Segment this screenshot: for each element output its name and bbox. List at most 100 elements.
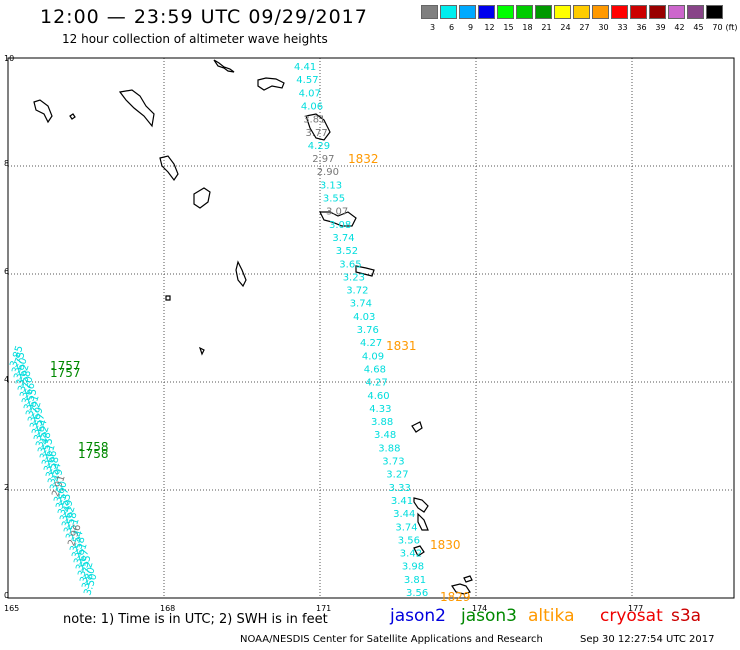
legend-swatch (668, 5, 685, 19)
island-outline (305, 113, 331, 141)
x-tick-label: 177 (628, 604, 643, 613)
legend-label: 24 (560, 23, 571, 32)
swh-label: 3.41 (391, 496, 413, 507)
satellite-altika: altika (528, 606, 575, 626)
x-tick-label: 168 (160, 604, 175, 613)
swh-label: 4.33 (369, 404, 391, 415)
island-outline (235, 260, 247, 288)
legend-swatch (649, 5, 666, 19)
swh-label: 4.68 (364, 364, 386, 375)
legend-label: 70 (712, 23, 723, 32)
island-outline (451, 583, 471, 595)
island-outline (69, 113, 76, 120)
swh-label: 4.27 (360, 338, 382, 349)
island-outline (413, 497, 429, 513)
swh-label: 4.57 (296, 75, 318, 86)
legend-swatch (478, 5, 495, 19)
y-tick-label: 4 (4, 375, 9, 384)
x-tick-label: 174 (472, 604, 487, 613)
legend-label: 30 (598, 23, 609, 32)
legend-swatch (687, 5, 704, 19)
swh-label: 3.76 (357, 325, 379, 336)
y-tick-label: 8 (4, 159, 9, 168)
map-subtitle: 12 hour collection of altimeter wave hei… (62, 32, 328, 46)
satellite-jason2: jason2 (390, 606, 446, 626)
jason2-track-west: 3.853.753.603.623.583.703.663.553.613.72… (8, 344, 99, 597)
swh-label: 4.07 (299, 88, 321, 99)
axis-ticks: 165 168 171 174 177 0 2 4 6 8 10 (4, 54, 643, 613)
island-outline (159, 155, 179, 182)
swh-label: 3.13 (320, 180, 342, 191)
swh-label: 3.44 (393, 509, 415, 520)
swh-label: 3.23 (343, 272, 365, 283)
legend-label: 45 (693, 23, 704, 32)
footnote: note: 1) Time is in UTC; 2) SWH is in fe… (63, 612, 328, 627)
swh-label: 3.27 (386, 470, 408, 481)
legend-swatch (516, 5, 533, 19)
legend-swatch (592, 5, 609, 19)
swh-label: 3.55 (323, 194, 345, 205)
swh-label: 3.77 (306, 128, 328, 139)
swh-label: 3.72 (346, 286, 368, 297)
swh-label: 3.74 (332, 233, 354, 244)
swh-label: 4.06 (301, 101, 323, 112)
time-label: 1758 (78, 440, 109, 454)
legend-swatch (706, 5, 723, 19)
legend-label: 18 (522, 23, 533, 32)
swh-label: 3.42 (400, 549, 422, 560)
island-outline (165, 295, 171, 301)
legend-label: 27 (579, 23, 590, 32)
map-title: 12:00 — 23:59 UTC 09/29/2017 (40, 6, 368, 28)
island-outline (355, 265, 375, 277)
legend-label: 42 (674, 23, 685, 32)
island-outline (257, 77, 285, 91)
swh-label: 3.56 (398, 535, 420, 546)
generation-timestamp: Sep 30 12:27:54 UTC 2017 (580, 634, 715, 645)
y-tick-label: 6 (4, 267, 9, 276)
time-label: 1830 (430, 538, 461, 552)
legend-swatch (421, 5, 438, 19)
swh-label: 3.74 (395, 522, 417, 533)
x-tick-label: 165 (4, 604, 19, 613)
swh-label: 3.56 (406, 588, 428, 599)
swh-label: 3.88 (371, 417, 393, 428)
time-label: 1832 (348, 152, 379, 166)
legend-label: 15 (503, 23, 514, 32)
coastlines (33, 59, 473, 595)
legend-swatch (535, 5, 552, 19)
swh-label: 4.29 (308, 141, 330, 152)
swh-label: 4.09 (362, 351, 384, 362)
swh-label: 3.98 (402, 562, 424, 573)
island-outline (33, 99, 53, 124)
y-tick-label: 0 (4, 591, 9, 600)
swh-label: 3.07 (326, 207, 348, 218)
satellite-jason3: jason3 (461, 606, 517, 626)
jason2-track-east: 4.41 4.57 4.07 4.06 3.81 3.77 4.29 2.97 2.90 3.13… (294, 62, 428, 599)
swh-label: 3.73 (382, 457, 404, 468)
y-tick-label: 2 (4, 483, 9, 492)
swh-label: 4.41 (294, 62, 316, 73)
legend-label: 36 (636, 23, 647, 32)
grid-lines (8, 58, 734, 598)
swh-label: 3.88 (378, 443, 400, 454)
legend-swatch (630, 5, 647, 19)
legend-swatch (440, 5, 457, 19)
swh-label: 3.33 (389, 483, 411, 494)
swh-label: 3.08 (329, 220, 351, 231)
legend-label: 33 (617, 23, 628, 32)
time-label: 1757 (50, 359, 81, 373)
island-outline (463, 575, 473, 583)
island-outline (417, 512, 429, 531)
time-label: 1831 (386, 339, 417, 353)
y-tick-label: 10 (4, 54, 14, 63)
legend-swatch (611, 5, 628, 19)
island-outline (213, 59, 235, 73)
island-outline (319, 211, 357, 227)
credit-line: NOAA/NESDIS Center for Satellite Applica… (240, 634, 543, 645)
swh-label: 3.74 (350, 299, 372, 310)
satellite-cryosat: cryosat (600, 606, 663, 626)
swh-label: 3.48 (374, 430, 396, 441)
swh-label: 2.97 (312, 154, 334, 165)
